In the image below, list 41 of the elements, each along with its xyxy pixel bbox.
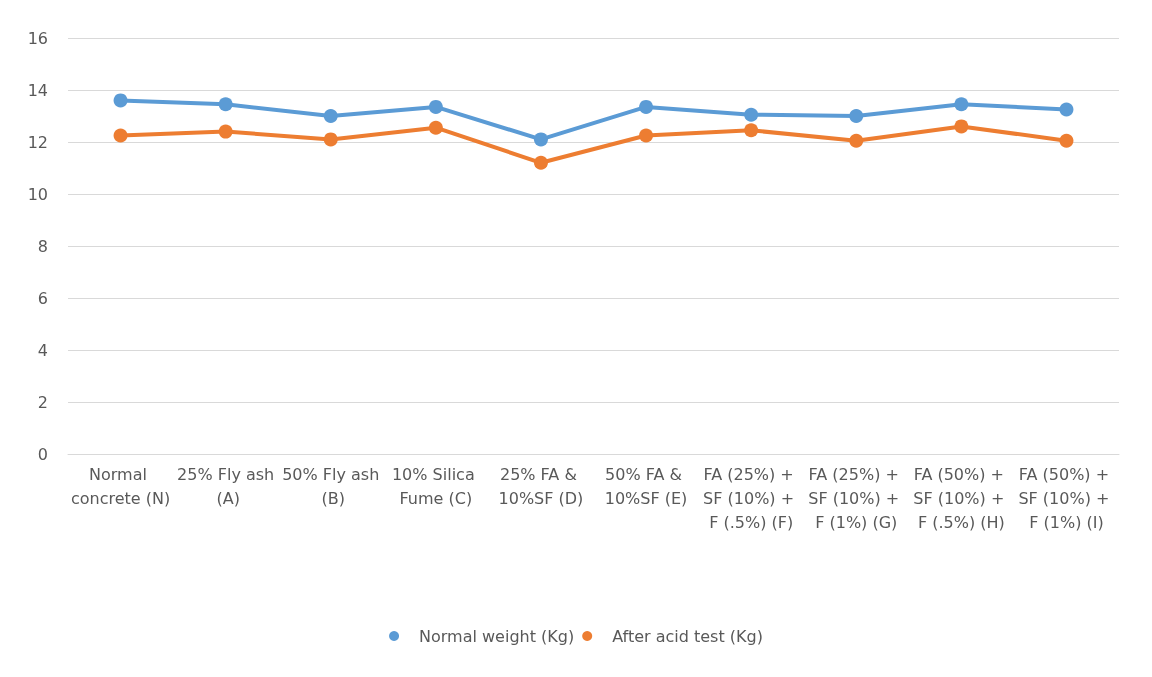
y-tick-label: 16 — [27, 28, 48, 48]
point — [428, 120, 443, 135]
x-tick-label: 25% FA & 10%SF (D) — [498, 464, 584, 508]
y-tick-label: 2 — [37, 392, 48, 412]
point — [849, 133, 864, 148]
point — [113, 93, 128, 108]
point — [1059, 133, 1074, 148]
point — [1059, 102, 1074, 117]
x-tick-label: Normal concrete (N) — [70, 464, 171, 508]
point — [533, 155, 548, 170]
point — [744, 123, 759, 138]
y-tick-label: 14 — [27, 80, 48, 100]
y-tick-label: 0 — [37, 444, 48, 464]
x-tick-label: FA (50%) + SF (10%) + F (.5%) (H) — [913, 464, 1010, 532]
legend-label: Normal weight (Kg) — [419, 626, 575, 646]
y-tick-label: 12 — [27, 132, 48, 152]
point — [849, 109, 864, 123]
point — [954, 119, 969, 134]
point — [218, 124, 233, 139]
y-tick-label: 4 — [37, 340, 48, 360]
point — [113, 128, 128, 143]
legend-label: After acid test (Kg) — [612, 626, 763, 646]
x-tick-label: 50% FA & 10%SF (E) — [604, 464, 688, 508]
point — [639, 128, 654, 143]
x-tick-label: 10% Silica Fume (C) — [391, 464, 480, 508]
y-tick-label: 10 — [27, 184, 48, 204]
point — [428, 99, 443, 114]
point — [744, 107, 759, 122]
y-tick-label: 8 — [37, 236, 48, 256]
y-tick-label: 6 — [37, 288, 48, 308]
point — [639, 99, 654, 114]
x-tick-label: FA (25%) + SF (10%) + F (1%) (G) — [808, 464, 905, 532]
point — [954, 97, 969, 112]
x-tick-label: FA (25%) + SF (10%) + F (.5%) (F) — [703, 464, 800, 532]
point — [218, 97, 233, 112]
x-tick-label: FA (50%) + SF (10%) + F (1%) (I) — [1018, 464, 1115, 532]
point — [533, 132, 548, 147]
x-tick-label: 50% Fly ash (B) — [282, 464, 380, 508]
point — [323, 109, 338, 123]
point — [323, 132, 338, 147]
x-tick-label: 25% Fly ash (A) — [177, 464, 275, 508]
